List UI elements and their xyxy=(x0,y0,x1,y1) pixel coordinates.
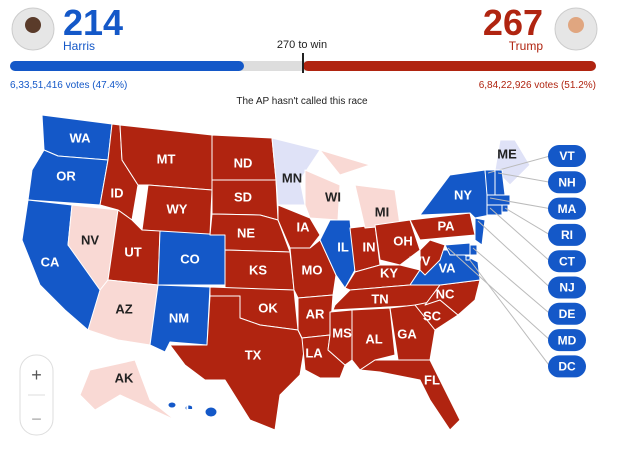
state-label: GA xyxy=(397,326,417,341)
callout-line xyxy=(504,207,551,236)
threshold-label: 270 to win xyxy=(277,39,327,51)
state-shape xyxy=(374,219,421,266)
state-label: CA xyxy=(41,254,60,269)
state-label: WV xyxy=(410,253,431,268)
progress-left xyxy=(10,61,244,71)
state-label: MI xyxy=(375,204,389,219)
callout-label: DC xyxy=(558,360,576,374)
callout-label: MA xyxy=(558,202,577,216)
state-label: FL xyxy=(424,372,440,387)
callout-badge xyxy=(548,355,586,378)
state-label: TN xyxy=(371,291,388,306)
state-shape xyxy=(484,169,496,196)
state-shape xyxy=(419,239,446,276)
state-label: NY xyxy=(454,187,472,202)
candidate-name: Harris xyxy=(63,39,95,53)
callout-label: NH xyxy=(558,175,575,189)
state-label: MS xyxy=(332,325,352,340)
state-label: SC xyxy=(423,308,442,323)
state-label: PA xyxy=(437,218,455,233)
callout-label: RI xyxy=(561,228,573,242)
callout-line xyxy=(477,220,551,288)
state-label: WY xyxy=(167,201,188,216)
state-label: AZ xyxy=(115,301,132,316)
state-label: OH xyxy=(393,233,413,248)
state-shape xyxy=(486,204,503,216)
state-label: KS xyxy=(249,262,267,277)
state-label: LA xyxy=(305,345,323,360)
callout-badge xyxy=(548,250,586,273)
popular-votes: 6,84,22,926 votes (51.2%) xyxy=(479,80,596,91)
state-shape xyxy=(79,359,176,421)
callout-badge xyxy=(548,302,586,325)
state-label: VA xyxy=(438,260,456,275)
state-label: MN xyxy=(282,170,302,185)
callout-label: DE xyxy=(559,307,576,321)
electoral-count: 214 xyxy=(63,2,123,43)
photo-face xyxy=(25,17,41,33)
state-shape xyxy=(474,217,486,246)
state-shape xyxy=(304,169,341,221)
state-label: KY xyxy=(380,265,398,280)
state-label: ME xyxy=(497,146,517,161)
state-label: NV xyxy=(81,232,99,247)
callout-label: VT xyxy=(559,149,575,163)
state-shape xyxy=(389,304,436,361)
state-label: NM xyxy=(169,310,189,325)
state-shape xyxy=(444,242,471,256)
zoom-in[interactable]: + xyxy=(31,365,42,385)
callout-badge xyxy=(548,223,586,246)
callout-line xyxy=(489,197,551,210)
race-note: The AP hasn't called this race xyxy=(236,96,368,107)
state-label: ND xyxy=(234,155,253,170)
state-label: AL xyxy=(365,331,382,346)
state-label: IA xyxy=(297,219,311,234)
state-label: IN xyxy=(363,239,376,254)
state-label: MO xyxy=(302,262,323,277)
state-label: OK xyxy=(258,300,278,315)
callout-badge xyxy=(548,171,586,194)
callout-badge xyxy=(548,329,586,352)
state-label: OR xyxy=(56,168,76,183)
state-label: ID xyxy=(111,185,124,200)
state-shape xyxy=(359,359,461,431)
state-label: NE xyxy=(237,225,255,240)
state-shape xyxy=(169,295,306,431)
photo-face xyxy=(568,17,584,33)
state-shape xyxy=(289,239,337,299)
popular-votes: 6,33,51,416 votes (47.4%) xyxy=(10,80,127,91)
callout-line xyxy=(497,172,551,183)
callout-label: NJ xyxy=(559,281,574,295)
state-label: AR xyxy=(306,306,325,321)
state-label: SD xyxy=(234,189,252,204)
callout-badge xyxy=(548,145,586,167)
callout-line xyxy=(447,247,551,341)
state-label: HI xyxy=(186,402,199,417)
callout-badge xyxy=(548,197,586,220)
callout-label: CT xyxy=(559,254,576,268)
candidate-name: Trump xyxy=(509,39,544,53)
callout-line xyxy=(468,258,551,367)
state-shape xyxy=(167,401,218,418)
callout-label: MD xyxy=(558,333,577,347)
state-label: MT xyxy=(157,151,176,166)
state-label: NC xyxy=(436,286,455,301)
state-label: TX xyxy=(245,347,262,362)
state-label: CO xyxy=(180,251,200,266)
state-label: UT xyxy=(124,244,141,259)
zoom-out[interactable]: − xyxy=(31,409,42,429)
callout-badge xyxy=(548,276,586,299)
state-label: WI xyxy=(325,189,341,204)
callout-line xyxy=(472,247,551,315)
state-label: WA xyxy=(70,130,92,145)
state-label: IL xyxy=(337,239,349,254)
map: WA OR CA NV ID MT WY UT CO AZ NM ND SD NE KS OK TX MN WI IA… xyxy=(21,114,586,431)
state-label: AK xyxy=(115,370,134,385)
electoral-count: 267 xyxy=(483,2,543,43)
callout-line xyxy=(489,207,551,262)
progress-right xyxy=(303,61,596,71)
